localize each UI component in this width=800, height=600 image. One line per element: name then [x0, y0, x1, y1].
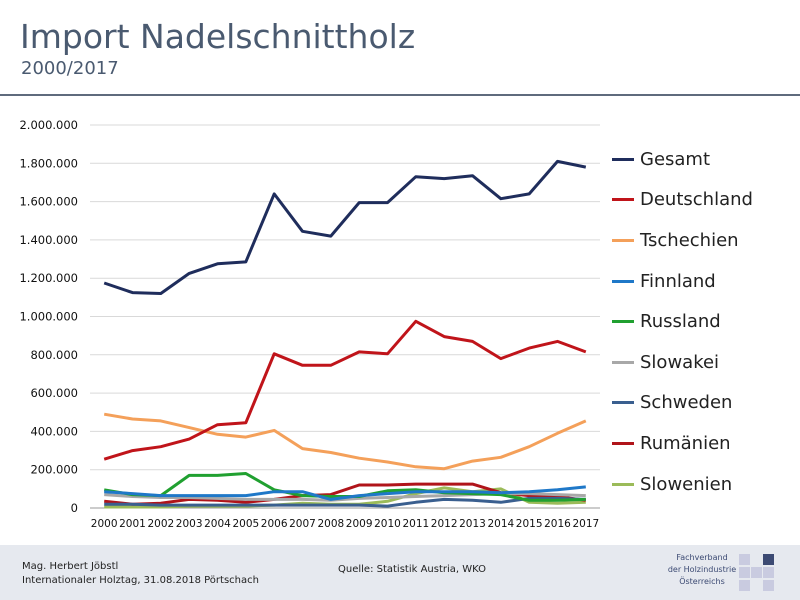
footer: Mag. Herbert Jöbstl Internationaler Holz…: [0, 545, 800, 600]
legend-swatch: [612, 482, 634, 486]
series-gesamt: [103, 159, 587, 295]
chart-legend: Gesamt Deutschland Tschechien Finnland Russl…: [612, 139, 753, 504]
x-tick-label: 2016: [544, 518, 571, 530]
legend-swatch: [612, 279, 634, 283]
page-subtitle: 2000/2017: [21, 58, 119, 79]
y-tick-label: 200.000: [30, 463, 78, 477]
logo-square: [763, 580, 774, 591]
y-tick-label: 800.000: [30, 348, 78, 362]
logo-square: [763, 554, 774, 565]
x-tick-label: 2017: [572, 518, 599, 530]
legend-label: Deutschland: [640, 189, 753, 211]
y-tick-label: 1.800.000: [19, 156, 78, 170]
series-line: [103, 159, 587, 295]
logo-square: [739, 580, 750, 591]
x-tick-label: 2014: [487, 518, 514, 530]
x-axis-ticks: 2000 2001 2002 2003 2004 2005 2006 2007 2008 2009…: [91, 518, 599, 530]
logo-square: [739, 567, 750, 578]
logo-square: [739, 554, 750, 565]
y-tick-label: 600.000: [30, 386, 78, 400]
legend-item: Gesamt: [612, 139, 753, 180]
x-tick-label: 2011: [402, 518, 429, 530]
legend-label: Russland: [640, 311, 721, 333]
fachverband-logo: Fachverband der Holzindustrie Österreich…: [667, 550, 779, 596]
legend-item: Schweden: [612, 383, 753, 424]
author-name: Mag. Herbert Jöbstl: [22, 561, 119, 572]
legend-item: Deutschland: [612, 180, 753, 221]
grid-layer: [90, 124, 600, 509]
logo-square: [763, 567, 774, 578]
y-tick-label: 1.400.000: [19, 233, 78, 247]
x-tick-label: 2003: [176, 518, 203, 530]
x-tick-label: 2008: [317, 518, 344, 530]
series-line: [103, 412, 587, 471]
series-layer: [103, 159, 587, 509]
logo-line-2: der Holzindustrie: [667, 565, 737, 574]
legend-label: Tschechien: [640, 229, 739, 251]
x-tick-label: 2015: [516, 518, 543, 530]
logo-line-3: Österreichs: [679, 577, 725, 586]
legend-item: Slowenien: [612, 464, 753, 505]
legend-label: Slowakei: [640, 351, 720, 373]
line-chart: 0 200.000 400.000 600.000 800.000 1.000.000 1.…: [19, 118, 600, 530]
legend-swatch: [612, 238, 634, 242]
y-axis-ticks: 0 200.000 400.000 600.000 800.000 1.000.000 1.…: [19, 118, 78, 515]
x-tick-label: 2006: [261, 518, 288, 530]
logo-line-1: Fachverband: [676, 553, 728, 562]
page-title: Import Nadelschnittholz: [20, 17, 416, 56]
legend-label: Slowenien: [640, 473, 733, 495]
header-divider: [0, 94, 800, 96]
legend-item: Rumänien: [612, 423, 753, 464]
series-line: [104, 496, 586, 508]
x-tick-label: 2012: [431, 518, 458, 530]
logo-text: Fachverband der Holzindustrie Österreich…: [667, 552, 737, 588]
legend-swatch: [612, 401, 634, 405]
y-tick-label: 2.000.000: [19, 118, 78, 132]
legend-swatch: [612, 441, 634, 445]
y-tick-label: 1.200.000: [19, 271, 78, 285]
x-tick-label: 2001: [119, 518, 146, 530]
x-tick-label: 2002: [147, 518, 174, 530]
series-tschechien: [103, 412, 587, 471]
legend-swatch: [612, 320, 634, 324]
x-tick-label: 2005: [232, 518, 259, 530]
series-deutschland: [103, 319, 587, 461]
series-line: [104, 485, 586, 501]
x-tick-label: 2010: [374, 518, 401, 530]
legend-label: Rumänien: [640, 432, 731, 454]
footer-author: Mag. Herbert Jöbstl Internationaler Holz…: [22, 560, 259, 588]
event-info: Internationaler Holztag, 31.08.2018 Pört…: [22, 575, 259, 586]
legend-item: Finnland: [612, 261, 753, 302]
legend-item: Tschechien: [612, 220, 753, 261]
y-tick-label: 0: [71, 501, 78, 515]
legend-item: Slowakei: [612, 342, 753, 383]
legend-swatch: [612, 360, 634, 364]
data-source: Quelle: Statistik Austria, WKO: [338, 564, 487, 575]
y-tick-label: 1.600.000: [19, 195, 78, 209]
x-tick-label: 2004: [204, 518, 231, 530]
legend-label: Schweden: [640, 392, 733, 414]
legend-swatch: [612, 198, 634, 202]
legend-swatch: [612, 157, 634, 161]
legend-item: Russland: [612, 301, 753, 342]
logo-square: [751, 567, 762, 578]
series-line: [103, 319, 587, 461]
x-tick-label: 2007: [289, 518, 316, 530]
y-tick-label: 400.000: [30, 424, 78, 438]
x-tick-label: 2009: [346, 518, 373, 530]
legend-label: Finnland: [640, 270, 716, 292]
y-tick-label: 1.000.000: [19, 310, 78, 324]
x-tick-label: 2000: [91, 518, 118, 530]
legend-label: Gesamt: [640, 148, 711, 170]
series-finnland: [104, 485, 586, 501]
x-tick-label: 2013: [459, 518, 486, 530]
